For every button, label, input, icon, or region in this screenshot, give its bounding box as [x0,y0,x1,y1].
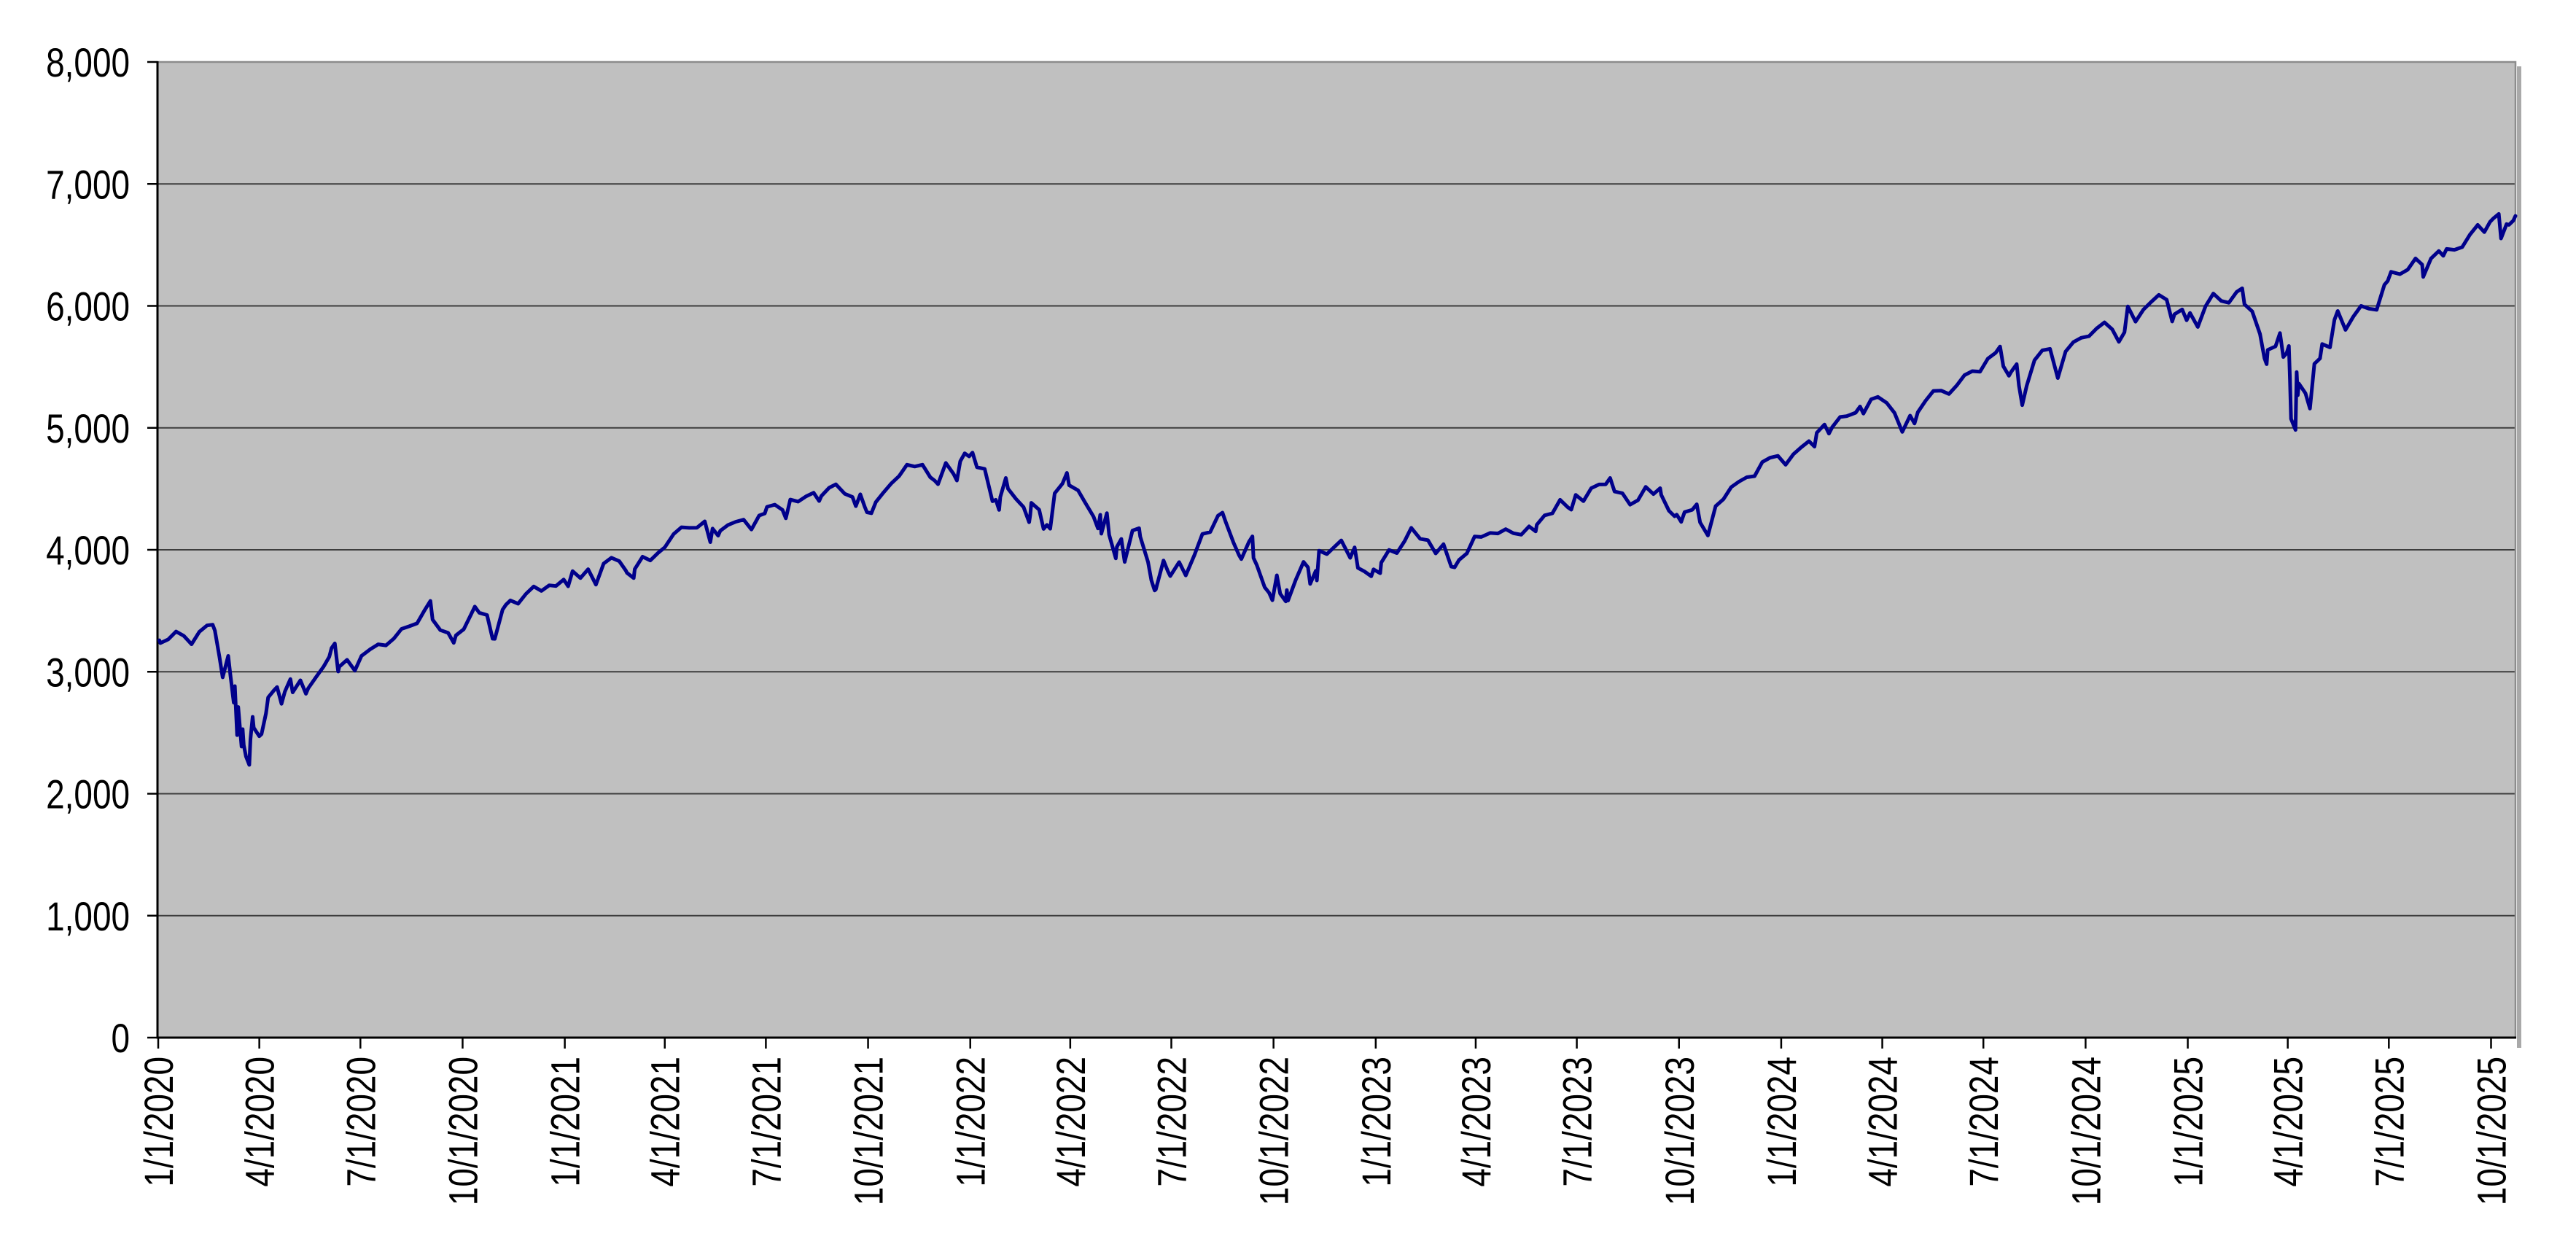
x-tick-label: 10/1/2021 [846,1057,891,1205]
y-tick-label: 3,000 [46,650,130,695]
x-tick-label: 4/1/2024 [1860,1057,1905,1187]
x-tick-label: 4/1/2020 [237,1057,282,1187]
x-tick-label: 4/1/2021 [642,1057,688,1187]
x-tick-label: 10/1/2023 [1657,1057,1702,1205]
x-tick-label: 10/1/2020 [440,1057,486,1205]
x-tick-label: 7/1/2022 [1149,1057,1194,1187]
x-tick-label: 7/1/2021 [744,1057,789,1187]
x-tick-label: 7/1/2024 [1961,1057,2007,1187]
x-axis-label: 10/1/2025 [2469,1057,2514,1205]
x-axis-label: 4/1/2023 [1454,1057,1499,1187]
x-axis-label: 7/1/2021 [744,1057,789,1187]
x-tick-label: 7/1/2020 [338,1057,384,1187]
y-axis-label: 6,000 [46,284,130,329]
y-tick-label: 8,000 [46,40,130,85]
plot-shadow [2517,66,2521,1048]
x-axis-label: 1/1/2020 [136,1057,182,1187]
y-tick-label: 7,000 [46,162,130,207]
y-axis-label: 5,000 [46,405,130,451]
y-axis-label: 4,000 [46,528,130,573]
x-tick-label: 10/1/2025 [2469,1057,2514,1205]
x-axis-label: 4/1/2025 [2265,1057,2311,1187]
y-tick-label: 4,000 [46,528,130,573]
y-axis-label: 7,000 [46,162,130,207]
x-tick-label: 1/1/2023 [1354,1057,1399,1187]
y-axis-label: 3,000 [46,650,130,695]
x-axis-label: 7/1/2020 [338,1057,384,1187]
x-axis-label: 1/1/2024 [1759,1057,1805,1187]
y-axis-label: 2,000 [46,771,130,817]
y-axis-label: 0 [111,1016,130,1061]
x-tick-label: 7/1/2023 [1554,1057,1600,1187]
x-tick-label: 10/1/2024 [2063,1057,2109,1205]
x-axis-label: 1/1/2022 [948,1057,993,1187]
x-axis-label: 7/1/2022 [1149,1057,1194,1187]
x-axis-label: 7/1/2023 [1554,1057,1600,1187]
x-axis-label: 10/1/2020 [440,1057,486,1205]
x-tick-label: 1/1/2022 [948,1057,993,1187]
x-tick-label: 7/1/2025 [2367,1057,2412,1187]
y-tick-label: 2,000 [46,771,130,817]
x-tick-label: 10/1/2022 [1251,1057,1296,1205]
y-tick-label: 5,000 [46,405,130,451]
x-axis-label: 1/1/2023 [1354,1057,1399,1187]
y-tick-label: 0 [111,1016,130,1061]
price-line [157,211,2518,767]
x-axis-label: 4/1/2020 [237,1057,282,1187]
y-tick-label: 6,000 [46,284,130,329]
x-axis-label: 10/1/2023 [1657,1057,1702,1205]
x-tick-label: 4/1/2025 [2265,1057,2311,1187]
x-tick-label: 4/1/2022 [1048,1057,1094,1187]
y-axis-label: 8,000 [46,40,130,85]
x-axis-label: 1/1/2025 [2166,1057,2211,1187]
y-tick-label: 1,000 [46,893,130,938]
x-tick-label: 1/1/2021 [542,1057,588,1187]
x-axis-label: 10/1/2022 [1251,1057,1296,1205]
x-axis-label: 4/1/2022 [1048,1057,1094,1187]
x-axis-label: 7/1/2025 [2367,1057,2412,1187]
x-tick-label: 4/1/2023 [1454,1057,1499,1187]
x-axis-label: 7/1/2024 [1961,1057,2007,1187]
x-tick-label: 1/1/2024 [1759,1057,1805,1187]
y-axis-label: 1,000 [46,893,130,938]
x-axis-label: 10/1/2021 [846,1057,891,1205]
x-axis-label: 4/1/2024 [1860,1057,1905,1187]
x-axis-label: 4/1/2021 [642,1057,688,1187]
x-axis-label: 10/1/2024 [2063,1057,2109,1205]
x-axis-label: 1/1/2021 [542,1057,588,1187]
x-tick-label: 1/1/2025 [2166,1057,2211,1187]
x-tick-label: 1/1/2020 [136,1057,182,1187]
